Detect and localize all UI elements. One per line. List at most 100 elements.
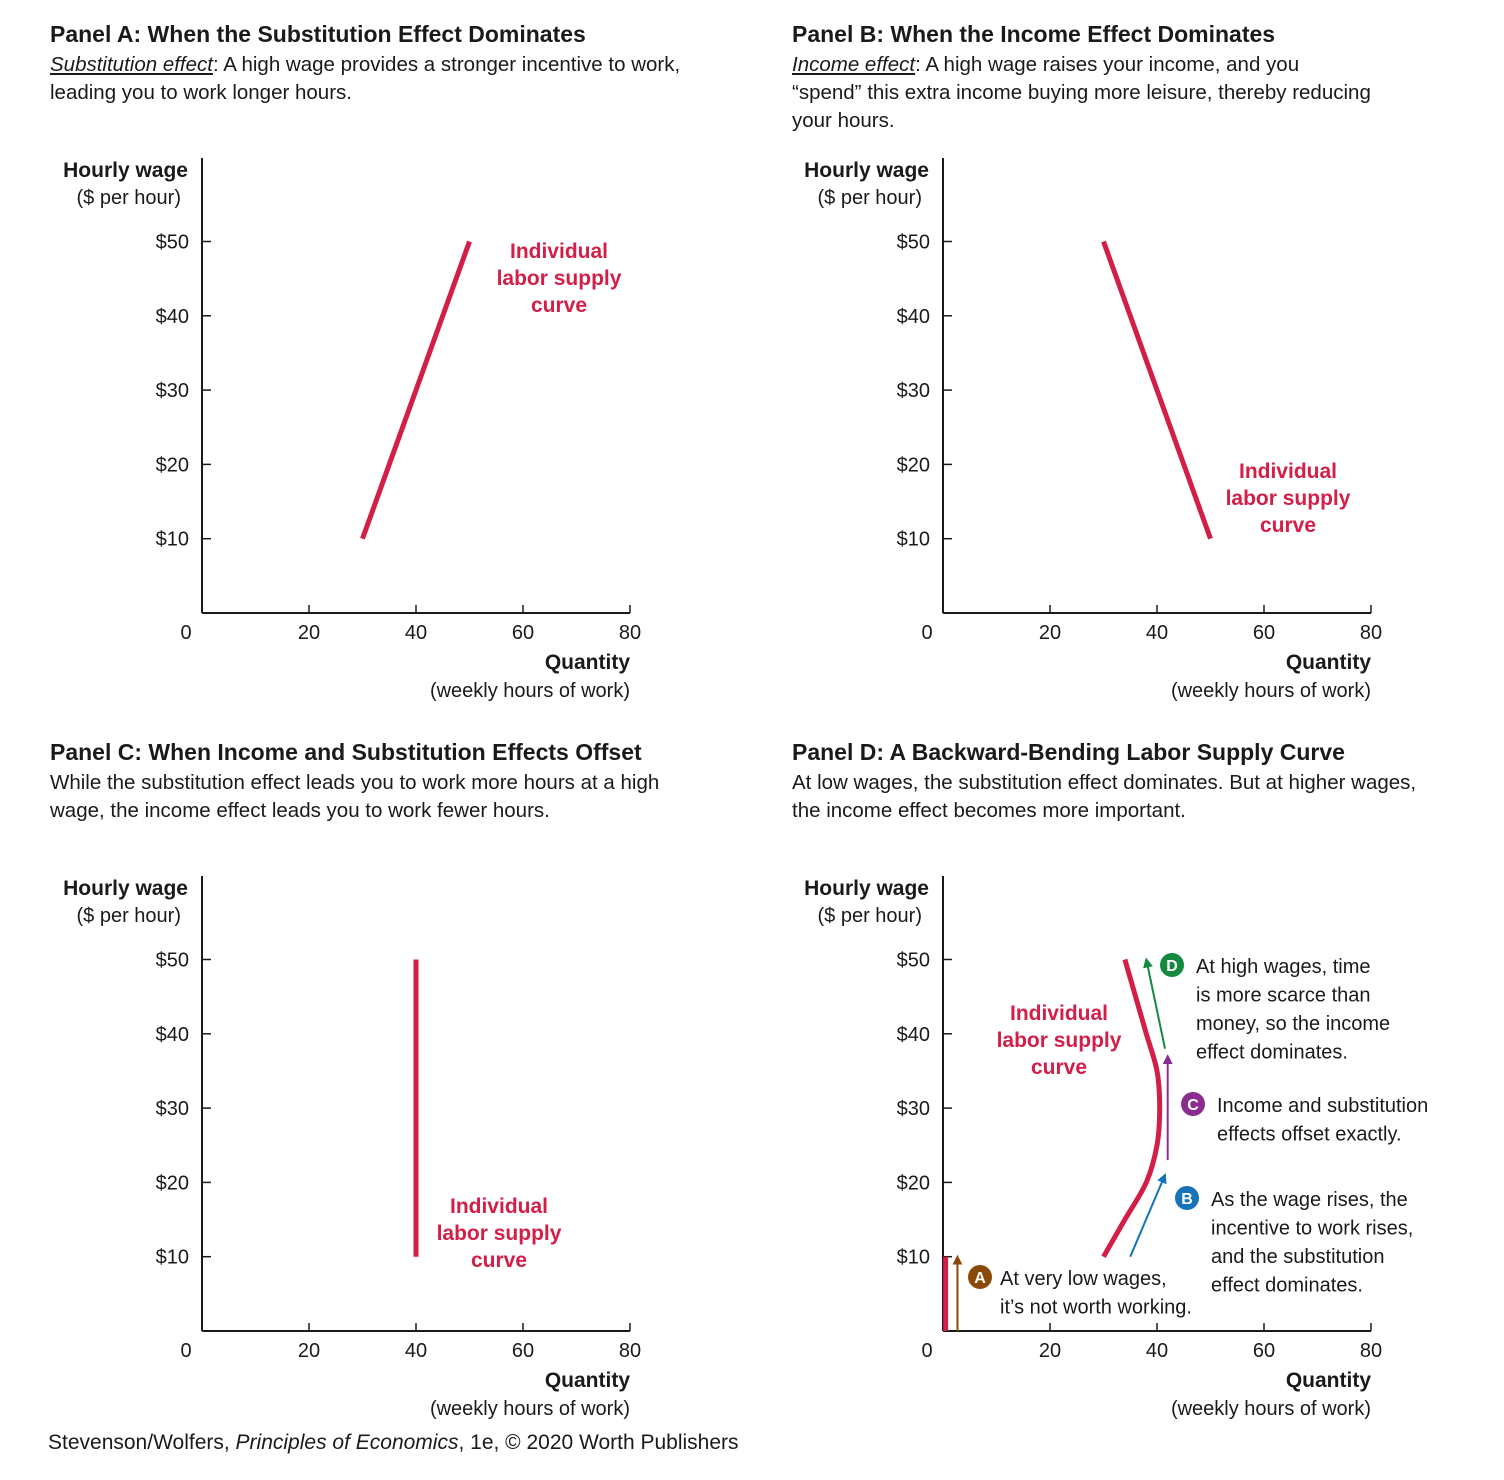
y-axis-title: Hourly wage bbox=[804, 877, 929, 900]
curve-label-line: Individual bbox=[450, 1195, 548, 1218]
x-axis-unit: (weekly hours of work) bbox=[1171, 680, 1371, 702]
y-axis-unit: ($ per hour) bbox=[818, 187, 923, 209]
x-tick-label: 80 bbox=[619, 1340, 641, 1362]
annotation-a: A At very low wages, it’s not worth workin… bbox=[952, 1254, 1192, 1331]
y-tick-label: $40 bbox=[156, 1024, 189, 1046]
y-tick-label: $20 bbox=[156, 1172, 189, 1194]
y-tick-label: $50 bbox=[156, 232, 189, 254]
annotation-badge-letter: B bbox=[1181, 1191, 1193, 1208]
chart-panel-a: Hourly wage ($ per hour) $10 $20 $30 $40 $50 0 2… bbox=[63, 158, 641, 702]
panel-b-header: Panel B: When the Income Effect Dominate… bbox=[792, 20, 1492, 135]
annotation-line: At high wages, time bbox=[1196, 956, 1371, 978]
x-axis-title: Quantity bbox=[1286, 1369, 1371, 1392]
curve-label-line: curve bbox=[1031, 1056, 1087, 1079]
annotation-badge-c bbox=[1181, 1092, 1205, 1116]
panel-b-description: Income effect: A high wage raises your i… bbox=[792, 51, 1372, 135]
x-axis-title: Quantity bbox=[545, 651, 630, 674]
annotation-d: D At high wages, time is more scarce than m… bbox=[1143, 953, 1390, 1064]
panel-a-description: Substitution effect: A high wage provide… bbox=[50, 51, 750, 107]
labor-supply-curve bbox=[360, 240, 472, 540]
x-tick-label: 0 bbox=[180, 1340, 191, 1362]
y-tick-label: $30 bbox=[156, 380, 189, 402]
y-tick-label: $30 bbox=[156, 1098, 189, 1120]
chart-panel-d: Hourly wage ($ per hour) $10 $20 $30 $40 $50 0 2… bbox=[804, 876, 1428, 1420]
x-tick-label: 60 bbox=[1253, 622, 1275, 644]
x-tick-label: 20 bbox=[1039, 1340, 1061, 1362]
y-tick-label: $30 bbox=[897, 1098, 930, 1120]
y-axis-unit: ($ per hour) bbox=[818, 905, 923, 927]
x-tick-label: 0 bbox=[921, 1340, 932, 1362]
annotation-badge-letter: C bbox=[1187, 1097, 1199, 1114]
x-tick-label: 40 bbox=[405, 1340, 427, 1362]
curve-label: Individual labor supply curve bbox=[1226, 460, 1351, 537]
curve-label-line: labor supply bbox=[437, 1222, 562, 1245]
x-axis-title: Quantity bbox=[545, 1369, 630, 1392]
panel-a-lead: Substitution effect bbox=[50, 53, 213, 76]
curve-label-line: Individual bbox=[1010, 1002, 1108, 1025]
annotation-line: it’s not worth working. bbox=[1000, 1297, 1192, 1319]
y-axis-title: Hourly wage bbox=[63, 159, 188, 182]
panel-a-header: Panel A: When the Substitution Effect Do… bbox=[50, 20, 750, 107]
panel-a-desc-text: : A high wage provides a stronger incent… bbox=[50, 53, 681, 104]
y-tick-label: $30 bbox=[897, 380, 930, 402]
x-tick-label: 60 bbox=[512, 622, 534, 644]
x-axis-unit: (weekly hours of work) bbox=[1171, 1398, 1371, 1420]
source-book: Principles of Economics bbox=[235, 1431, 459, 1454]
source-rest: , 1e, © 2020 Worth Publishers bbox=[458, 1431, 739, 1454]
y-tick-label: $10 bbox=[156, 529, 189, 551]
panel-c-title: Panel C: When Income and Substitution Ef… bbox=[50, 739, 642, 765]
y-tick-label: $20 bbox=[897, 1172, 930, 1194]
annotation-line: effects offset exactly. bbox=[1217, 1124, 1402, 1146]
curve-label: Individual labor supply curve bbox=[997, 1002, 1122, 1079]
y-tick-label: $10 bbox=[897, 529, 930, 551]
annotation-text-b: As the wage rises, the incentive to work … bbox=[1211, 1189, 1413, 1297]
x-tick-label: 60 bbox=[1253, 1340, 1275, 1362]
annotation-line: As the wage rises, the bbox=[1211, 1189, 1408, 1211]
x-tick-label: 20 bbox=[298, 622, 320, 644]
labor-supply-curve bbox=[1101, 958, 1163, 1258]
y-tick-label: $50 bbox=[897, 950, 930, 972]
y-tick-label: $20 bbox=[897, 454, 930, 476]
x-axis-title: Quantity bbox=[1286, 651, 1371, 674]
x-tick-label: 60 bbox=[512, 1340, 534, 1362]
annotation-line: is more scarce than bbox=[1196, 985, 1371, 1007]
curve-label: Individual labor supply curve bbox=[437, 1195, 562, 1272]
x-tick-label: 0 bbox=[921, 622, 932, 644]
curve-label-line: labor supply bbox=[497, 267, 622, 290]
annotation-line: incentive to work rises, bbox=[1211, 1218, 1413, 1240]
annotation-c: C Income and substitution effects offset e… bbox=[1162, 1054, 1428, 1161]
panel-d-desc-text: At low wages, the substitution effect do… bbox=[792, 771, 1417, 822]
annotation-b: B As the wage rises, the incentive to work… bbox=[1129, 1173, 1413, 1297]
labor-supply-curve bbox=[1101, 240, 1213, 540]
x-tick-label: 40 bbox=[405, 622, 427, 644]
x-axis-unit: (weekly hours of work) bbox=[430, 1398, 630, 1420]
panel-b-lead: Income effect bbox=[792, 53, 916, 76]
x-tick-label: 0 bbox=[180, 622, 191, 644]
y-axis-title: Hourly wage bbox=[63, 877, 188, 900]
panel-b-title: Panel B: When the Income Effect Dominate… bbox=[792, 21, 1276, 47]
x-tick-label: 20 bbox=[1039, 622, 1061, 644]
y-tick-label: $50 bbox=[156, 950, 189, 972]
y-axis-title: Hourly wage bbox=[804, 159, 929, 182]
annotation-line: At very low wages, bbox=[1000, 1268, 1167, 1290]
panel-d-description: At low wages, the substitution effect do… bbox=[792, 769, 1422, 825]
y-axis-unit: ($ per hour) bbox=[77, 187, 182, 209]
source-authors: Stevenson/Wolfers, bbox=[48, 1431, 236, 1454]
annotation-line: and the substitution bbox=[1211, 1246, 1384, 1268]
panel-d-title: Panel D: A Backward-Bending Labor Supply… bbox=[792, 739, 1345, 765]
chart-panel-b: Hourly wage ($ per hour) $10 $20 $30 $40 $50 0 2… bbox=[804, 158, 1382, 702]
curve-label-line: labor supply bbox=[997, 1029, 1122, 1052]
panel-d-header: Panel D: A Backward-Bending Labor Supply… bbox=[792, 738, 1492, 825]
curve-label-line: curve bbox=[531, 294, 587, 317]
curve-label-line: Individual bbox=[1239, 460, 1337, 483]
x-tick-label: 80 bbox=[619, 622, 641, 644]
x-tick-label: 80 bbox=[1360, 1340, 1382, 1362]
panel-b-desc-text: : A high wage raises your income, and yo… bbox=[792, 53, 1371, 132]
annotation-line: effect dominates. bbox=[1211, 1275, 1363, 1297]
x-tick-label: 20 bbox=[298, 1340, 320, 1362]
panel-a-title: Panel A: When the Substitution Effect Do… bbox=[50, 21, 586, 47]
curve-label: Individual labor supply curve bbox=[497, 240, 622, 317]
annotation-line: Income and substitution bbox=[1217, 1095, 1428, 1117]
annotation-arrow-d bbox=[1143, 957, 1167, 1049]
